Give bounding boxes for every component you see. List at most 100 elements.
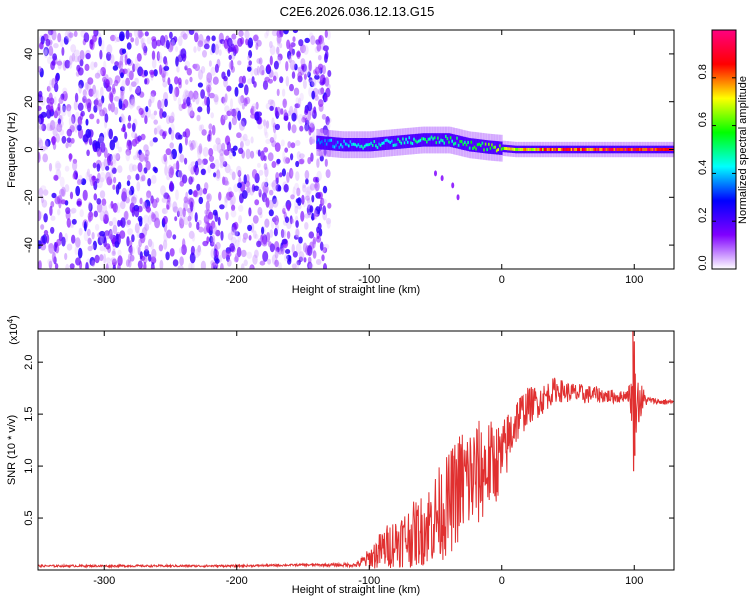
noise-cell — [324, 53, 328, 63]
signal-peak-cell — [429, 137, 432, 141]
noise-cell — [76, 124, 82, 131]
signal-peak-cell — [542, 148, 544, 151]
signal-peak-cell — [651, 148, 654, 151]
noise-cell — [304, 124, 309, 133]
noise-cell — [120, 217, 126, 229]
noise-cell — [150, 113, 156, 120]
noise-cell — [198, 196, 204, 205]
noise-cell — [126, 219, 131, 225]
noise-cell — [113, 153, 120, 159]
signal-peak-cell — [400, 141, 403, 145]
noise-cell — [132, 194, 138, 201]
noise-cell — [316, 43, 322, 52]
noise-cell — [96, 179, 103, 189]
signal-band-cell — [467, 137, 470, 152]
signal-peak-cell — [557, 148, 560, 151]
noise-cell — [311, 78, 317, 88]
signal-peak-cell — [435, 141, 438, 145]
noise-cell — [295, 97, 300, 104]
noise-cell — [38, 151, 41, 160]
noise-cell — [126, 180, 131, 187]
signal-peak-cell — [351, 143, 354, 146]
signal-peak-cell — [491, 143, 494, 147]
noise-cell — [73, 100, 78, 111]
signal-peak-cell — [376, 146, 379, 150]
signal-peak-cell — [470, 140, 473, 144]
signal-peak-cell — [637, 148, 640, 151]
noise-cell — [176, 66, 180, 73]
noise-cell — [292, 36, 296, 43]
noise-cell — [192, 91, 198, 99]
noise-cell — [105, 79, 110, 88]
noise-cell — [206, 72, 213, 83]
noise-cell — [72, 160, 78, 171]
signal-band-cell — [343, 138, 346, 152]
noise-cell — [128, 163, 134, 173]
noise-cell — [277, 185, 282, 192]
noise-cell — [164, 165, 169, 176]
noise-cell — [143, 214, 149, 225]
noise-cell — [47, 258, 53, 265]
noise-cell — [73, 49, 80, 56]
signal-peak-cell — [572, 148, 575, 151]
signal-peak-cell — [610, 148, 613, 151]
noise-cell — [298, 39, 304, 47]
noise-cell — [217, 216, 221, 226]
signal-peak-cell — [424, 138, 427, 141]
signal-peak-cell — [362, 146, 365, 150]
noise-cell — [77, 55, 81, 63]
noise-cell — [142, 254, 148, 264]
noise-cell — [134, 88, 140, 95]
noise-cell — [83, 32, 90, 43]
noise-cell — [223, 75, 228, 82]
signal-band-cell — [317, 135, 320, 150]
noise-cell — [51, 30, 57, 41]
signal-peak-cell — [510, 147, 513, 151]
noise-cell — [257, 207, 263, 216]
noise-cell — [309, 121, 313, 128]
noise-cell — [156, 51, 160, 62]
signal-band-cell — [338, 137, 341, 151]
noise-cell — [187, 207, 192, 216]
noise-cell — [119, 92, 125, 102]
noise-cell — [79, 209, 84, 218]
signal-peak-cell — [635, 148, 638, 151]
noise-cell — [298, 97, 302, 108]
noise-cell — [202, 158, 208, 165]
noise-cell — [272, 198, 279, 208]
signal-peak-cell — [356, 144, 358, 148]
noise-cell — [231, 33, 237, 40]
signal-peak-cell — [535, 148, 538, 151]
noise-cell — [172, 206, 179, 213]
noise-cell — [290, 42, 296, 48]
noise-cell — [209, 162, 216, 169]
noise-cell — [308, 126, 312, 136]
noise-cell — [117, 165, 123, 174]
noise-cell — [255, 101, 259, 110]
noise-cell — [102, 214, 108, 224]
noise-cell — [317, 63, 324, 71]
noise-cell — [307, 71, 311, 78]
noise-cell — [45, 138, 51, 147]
noise-cell — [263, 119, 267, 127]
noise-cell — [49, 43, 53, 54]
noise-cell — [151, 36, 157, 42]
noise-cell — [68, 32, 74, 38]
noise-cell — [276, 158, 281, 164]
noise-cell — [177, 97, 182, 107]
noise-cell — [207, 134, 211, 142]
signal-peak-cell — [453, 142, 455, 146]
noise-cell — [88, 88, 94, 97]
noise-cell — [280, 139, 285, 147]
noise-cell — [159, 108, 164, 119]
noise-cell — [128, 70, 134, 81]
colorbar-gradient — [711, 29, 737, 270]
noise-cell — [223, 180, 230, 186]
signal-peak-cell — [604, 148, 606, 151]
noise-cell — [111, 250, 116, 256]
signal-peak-cell — [562, 148, 565, 151]
noise-cell — [104, 230, 110, 236]
noise-cell — [252, 254, 258, 265]
noise-cell — [208, 60, 212, 67]
noise-cell — [51, 251, 56, 263]
